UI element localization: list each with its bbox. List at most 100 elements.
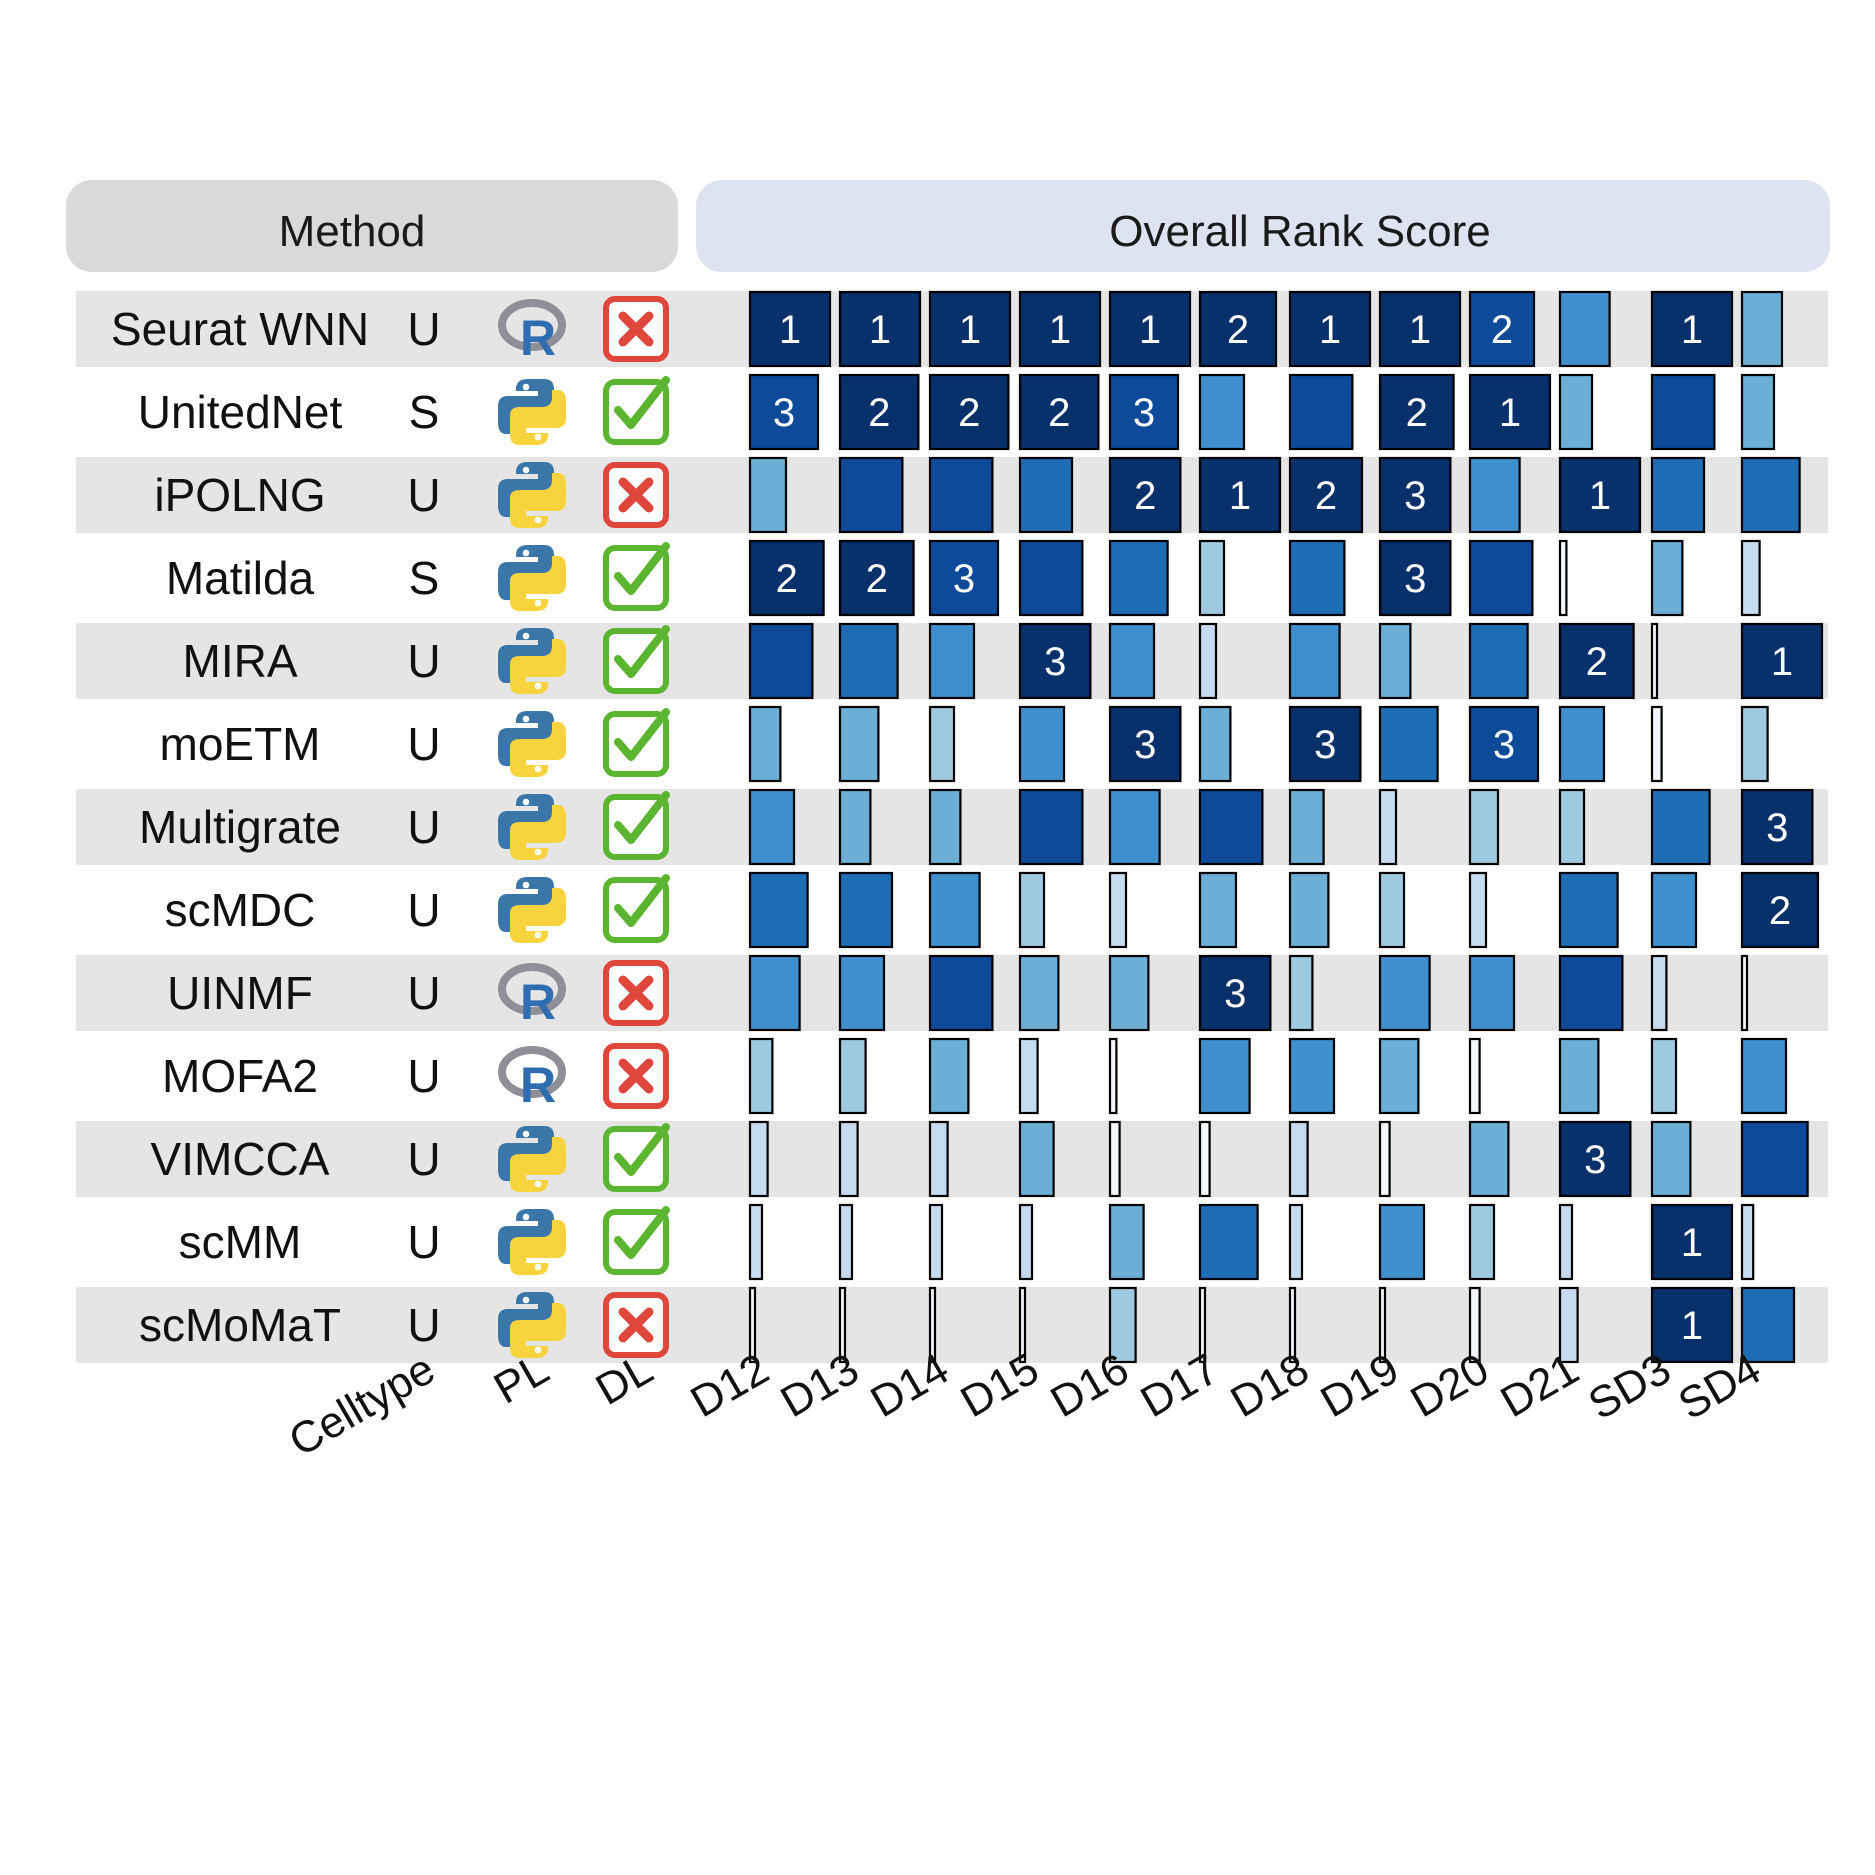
celltype-value: U xyxy=(407,469,440,521)
score-bar xyxy=(838,539,915,617)
score-bar xyxy=(1378,954,1431,1032)
method-header-bg xyxy=(66,180,678,272)
check-icon-mark xyxy=(614,791,670,844)
score-bar xyxy=(1468,705,1540,783)
check-icon-mark xyxy=(614,625,670,678)
score-bar xyxy=(1108,1286,1137,1364)
score-bar xyxy=(1018,1037,1039,1115)
score-bar xyxy=(838,373,920,451)
python-icon-yellow xyxy=(510,473,566,528)
score-bar xyxy=(1018,290,1102,368)
python-icon-eye xyxy=(522,1296,530,1304)
score-bar xyxy=(1468,954,1516,1032)
score-bar xyxy=(748,788,796,866)
python-icon xyxy=(498,545,566,611)
score-bar xyxy=(1650,373,1716,451)
R-icon-ring xyxy=(498,963,566,1015)
celltype-value: U xyxy=(407,967,440,1019)
score-bar xyxy=(1740,788,1814,866)
rank-label: 1 xyxy=(1409,308,1431,352)
score-bar xyxy=(928,622,976,700)
rank-label: 1 xyxy=(1499,391,1521,435)
score-bar xyxy=(748,871,809,949)
score-bar xyxy=(1108,373,1180,451)
table-row: Multigrate U 3 xyxy=(76,788,1828,866)
rank-label: 2 xyxy=(1134,474,1156,518)
score-bar xyxy=(838,871,894,949)
python-icon-eye xyxy=(534,931,542,939)
method-name: Seurat WNN xyxy=(111,303,369,355)
rank-label: 2 xyxy=(1406,391,1428,435)
R-icon-ring xyxy=(498,299,566,351)
score-bar xyxy=(1558,1120,1632,1198)
score-header: Overall Rank Score xyxy=(1109,207,1490,256)
score-bar xyxy=(1288,788,1325,866)
check-icon xyxy=(603,542,670,611)
score-bar xyxy=(1468,539,1534,617)
score-bar xyxy=(838,456,904,534)
score-bar xyxy=(748,954,801,1032)
python-icon xyxy=(498,1126,566,1192)
table-row: UnitedNet S 3 2 2 2 3 2 1 xyxy=(138,373,1776,451)
score-bar xyxy=(1288,539,1346,617)
celltype-value: S xyxy=(409,386,440,438)
python-icon xyxy=(498,711,566,777)
check-icon-mark xyxy=(614,874,670,927)
python-icon-eye xyxy=(522,549,530,557)
score-bar xyxy=(1018,1203,1034,1281)
rank-label: 1 xyxy=(1681,1304,1703,1348)
python-icon-eye xyxy=(534,1346,542,1354)
score-bar xyxy=(838,705,880,783)
score-bar xyxy=(748,1037,774,1115)
celltype-value: U xyxy=(407,303,440,355)
score-bar xyxy=(838,954,886,1032)
cross-icon-mark xyxy=(618,975,654,1011)
score-bar xyxy=(748,373,820,451)
R-icon-letter: R xyxy=(520,310,556,366)
score-bar xyxy=(1558,373,1594,451)
score-bar xyxy=(1288,1120,1309,1198)
rank-label: 1 xyxy=(869,308,891,352)
score-bar xyxy=(748,1120,769,1198)
rank-label: 3 xyxy=(1493,723,1515,767)
method-name: UnitedNet xyxy=(138,386,343,438)
python-icon-yellow xyxy=(510,1137,566,1192)
celltype-value: U xyxy=(407,801,440,853)
celltype-value: U xyxy=(407,1050,440,1102)
R-icon: R xyxy=(498,1046,566,1113)
python-icon-eye xyxy=(534,433,542,441)
score-bar xyxy=(1198,456,1282,534)
table-row: scMoMaT U 1 xyxy=(76,1286,1828,1364)
score-bar xyxy=(1378,622,1412,700)
row-stripe xyxy=(76,1287,1828,1363)
score-bar xyxy=(1740,1037,1788,1115)
python-icon xyxy=(498,628,566,694)
score-bar xyxy=(1288,290,1372,368)
celltype-value: U xyxy=(407,884,440,936)
check-icon xyxy=(603,376,670,445)
score-bar xyxy=(1198,1203,1259,1281)
score-bar xyxy=(1108,705,1182,783)
score-bar xyxy=(1740,456,1801,534)
rank-label: 3 xyxy=(1224,972,1246,1016)
R-icon-letter: R xyxy=(520,1057,556,1113)
rank-label: 3 xyxy=(1404,557,1426,601)
score-bar xyxy=(1558,539,1568,617)
python-icon-eye xyxy=(522,881,530,889)
score-bar xyxy=(838,1120,859,1198)
table-row: UINMF U R 3 xyxy=(76,954,1828,1032)
score-bar xyxy=(1468,871,1488,949)
score-bar xyxy=(838,1203,854,1281)
score-bar xyxy=(928,1286,937,1364)
score-bar xyxy=(1288,456,1364,534)
rank-label: 2 xyxy=(866,557,888,601)
score-bar xyxy=(1018,539,1084,617)
score-bar xyxy=(1468,290,1536,368)
python-icon-eye xyxy=(534,848,542,856)
score-bar xyxy=(1018,373,1100,451)
score-bar xyxy=(1378,373,1455,451)
rank-label: 1 xyxy=(959,308,981,352)
python-icon-eye xyxy=(522,466,530,474)
score-bar xyxy=(1558,456,1642,534)
